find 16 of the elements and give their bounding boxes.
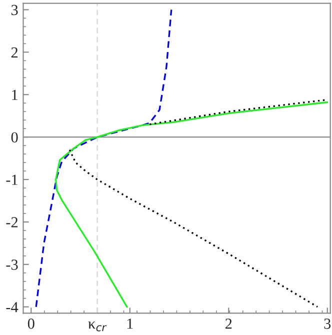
y-tick-label: 2 [11,47,18,58]
y-tick-label: 0 [11,132,18,143]
y-tick-label: -1 [6,174,18,185]
x-tick-label: 3 [324,318,331,329]
y-tick-label: -2 [6,217,18,228]
line-series [68,148,318,308]
x-tick-label: κ$_{cr}$ [88,322,107,332]
y-tick-label: -3 [6,260,18,270]
line-series [54,101,328,308]
x-tick-label: 1 [127,318,133,329]
x-tick-label: 0 [28,318,34,329]
x-tick-label: 2 [225,318,232,329]
y-tick-label: -4 [6,302,18,312]
y-tick-label: 1 [12,90,18,100]
line-series [35,8,172,308]
y-tick-label: 3 [11,4,18,16]
